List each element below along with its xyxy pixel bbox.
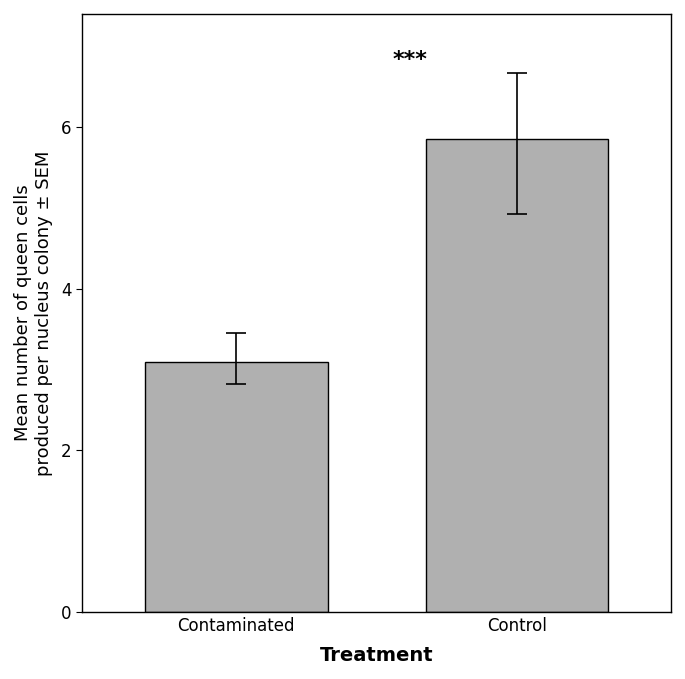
Y-axis label: Mean number of queen cells
produced per nucleus colony ± SEM: Mean number of queen cells produced per …: [14, 150, 53, 476]
Bar: [145, 361, 327, 612]
Text: ***: ***: [393, 50, 427, 70]
X-axis label: Treatment: Treatment: [320, 646, 434, 665]
Bar: [425, 139, 608, 612]
